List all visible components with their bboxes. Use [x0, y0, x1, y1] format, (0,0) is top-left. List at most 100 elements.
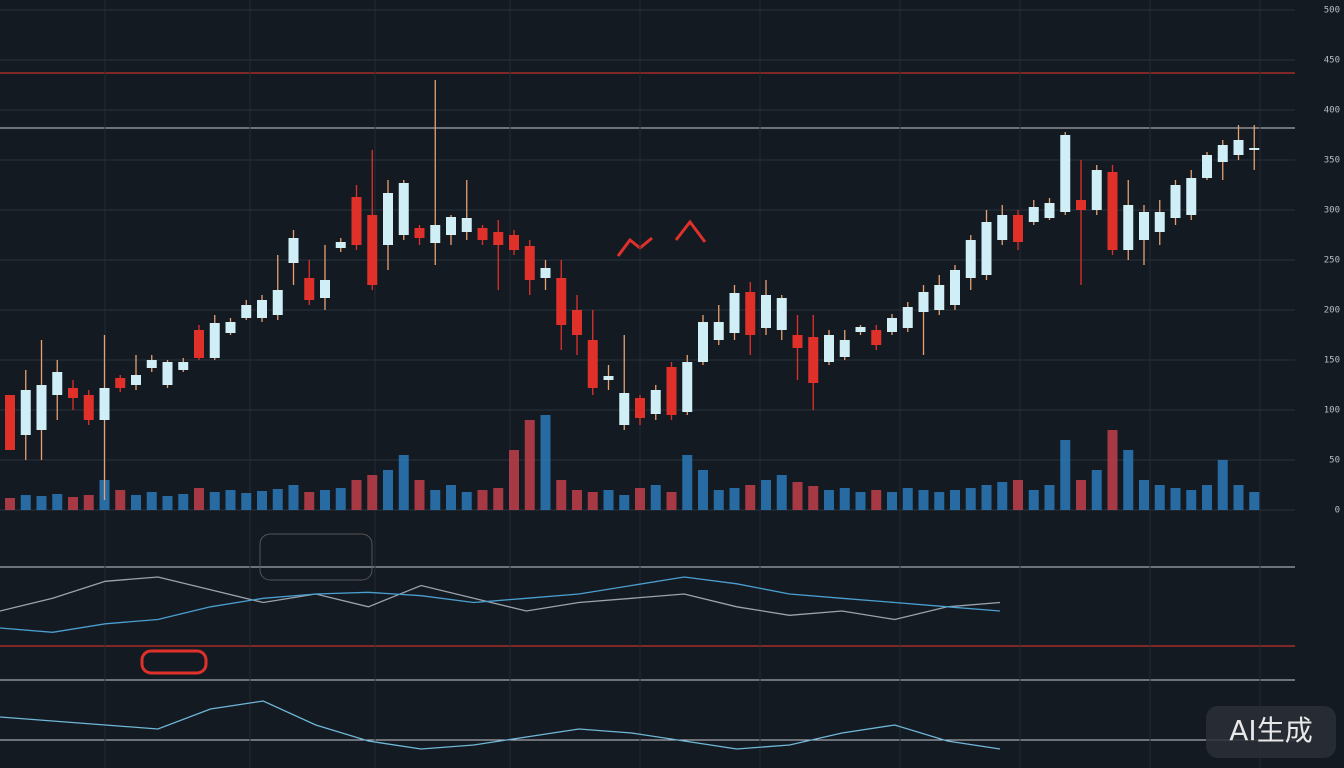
volume-bar — [808, 486, 819, 510]
volume-bar — [398, 455, 409, 510]
candle-body — [824, 335, 834, 362]
y-tick-label: 250 — [1324, 256, 1340, 266]
volume-bar — [68, 497, 78, 510]
volume-bar — [1186, 490, 1197, 510]
y-tick-label: 100 — [1324, 406, 1340, 416]
candle-body — [209, 323, 220, 358]
volume-bar — [1107, 430, 1118, 510]
volume-bar — [115, 490, 126, 510]
volume-bar — [666, 492, 677, 510]
volume-bar — [729, 488, 740, 510]
candle-body — [1139, 212, 1149, 240]
candle-body — [1091, 170, 1102, 210]
candle-body — [1186, 178, 1197, 215]
candle-body — [1013, 215, 1023, 242]
y-tick-label: 50 — [1329, 456, 1340, 466]
volume-bar — [603, 490, 614, 510]
volume-bar — [1123, 450, 1134, 510]
candle-body — [414, 228, 425, 238]
candle-body — [808, 337, 819, 383]
candle-body — [761, 295, 771, 328]
volume-bar — [209, 492, 220, 510]
candle-body — [52, 372, 63, 395]
candle-body — [871, 330, 882, 345]
candle-body — [225, 322, 236, 333]
volume-bar — [257, 491, 267, 510]
volume-bar — [1217, 460, 1228, 510]
y-tick-label: 500 — [1324, 6, 1340, 16]
volume-bar — [83, 495, 94, 510]
candle-body — [524, 246, 535, 280]
candle-body — [320, 280, 330, 298]
volume-bar — [1091, 470, 1102, 510]
volume-bar — [682, 455, 693, 510]
candle-body — [131, 375, 141, 385]
candle-body — [934, 285, 945, 310]
candle-body — [146, 360, 157, 368]
candle-body — [257, 300, 267, 318]
volume-bar — [430, 490, 441, 510]
volume-bar — [650, 485, 661, 510]
candle-body — [1060, 135, 1071, 212]
volume-bar — [52, 494, 63, 510]
candle-body — [918, 292, 929, 312]
candle-body — [792, 335, 803, 348]
candle-body — [950, 270, 960, 305]
volume-bar — [965, 488, 976, 510]
candle-body — [713, 322, 724, 340]
volume-bar — [1154, 485, 1165, 510]
volume-bar — [1233, 485, 1244, 510]
volume-bar — [824, 490, 834, 510]
candle-body — [855, 327, 866, 332]
volume-bar — [698, 470, 708, 510]
candle-body — [587, 340, 598, 388]
volume-bar — [950, 490, 960, 510]
y-tick-label: 0 — [1335, 506, 1340, 516]
volume-bar — [1060, 440, 1071, 510]
volume-bar — [635, 488, 645, 510]
candle-body — [178, 362, 189, 370]
volume-bar — [524, 420, 535, 510]
volume-bar — [1202, 485, 1212, 510]
indicator-line — [0, 576, 1001, 621]
volume-bar — [178, 494, 189, 510]
watermark-box — [1206, 706, 1336, 758]
candle-body — [839, 340, 850, 357]
candle-body — [194, 330, 204, 358]
volume-bar — [241, 493, 252, 510]
candle-body — [68, 388, 78, 398]
y-tick-label: 150 — [1324, 356, 1340, 366]
candle-body — [461, 218, 472, 232]
volume-bar — [20, 495, 31, 510]
candle-body — [745, 292, 756, 335]
volume-bar — [5, 498, 15, 510]
candle-body — [1249, 148, 1260, 150]
y-tick-label: 450 — [1324, 56, 1340, 66]
volume-bar — [162, 496, 173, 510]
candle-body — [272, 290, 283, 315]
candle-body — [540, 268, 551, 278]
candle-body — [5, 395, 15, 450]
candle-body — [635, 398, 645, 418]
candle-body — [383, 193, 393, 245]
volume-bar — [713, 490, 724, 510]
indicator-line — [0, 700, 1001, 750]
candle-body — [1028, 207, 1039, 222]
indicator-line — [0, 576, 1001, 633]
volume-bar — [493, 488, 504, 510]
candle-body — [1123, 205, 1134, 250]
candle-body — [162, 362, 173, 385]
volume-bar — [131, 495, 141, 510]
volume-bar — [587, 492, 598, 510]
candle-body — [430, 225, 441, 243]
candle-body — [335, 242, 346, 248]
candle-body — [698, 322, 708, 362]
y-tick-label: 300 — [1324, 206, 1340, 216]
candle-body — [887, 318, 897, 332]
watermark: AI生成 — [1229, 714, 1312, 747]
candle-body — [729, 293, 740, 333]
candle-body — [1076, 200, 1086, 210]
candle-body — [493, 232, 504, 245]
volume-bar — [1044, 485, 1055, 510]
